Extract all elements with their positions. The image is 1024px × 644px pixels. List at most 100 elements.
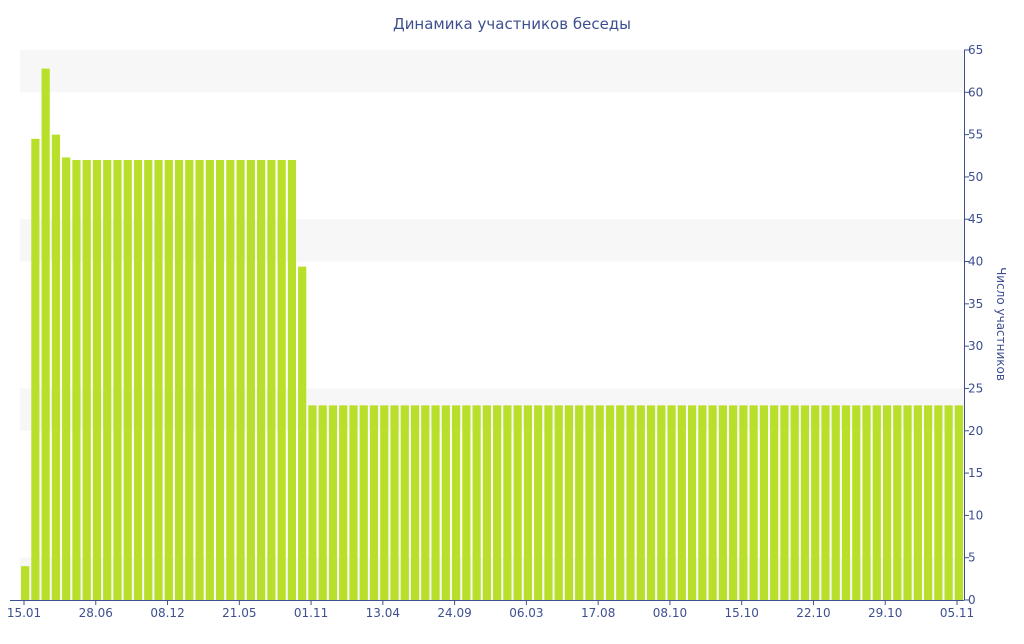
bar [82,160,91,600]
bar [564,405,574,600]
bar [605,405,615,600]
bar [226,160,235,600]
x-tick-label: 15.10 [725,606,759,620]
bar [636,405,645,600]
bar [780,405,789,600]
bar [21,566,30,600]
bar [646,405,656,600]
bar [749,405,758,600]
bar [31,138,40,600]
bar [359,405,368,600]
x-tick-label: 08.12 [150,606,184,620]
bar [215,160,225,600]
bar [503,405,512,600]
bar [944,405,953,600]
y-axis-title: Число участников [994,267,1008,381]
bar [133,160,143,600]
x-tick-label: 29.10 [868,606,902,620]
bar [811,405,820,600]
bar [677,405,686,600]
bar [62,157,71,600]
y-tick-label: 65 [968,43,983,57]
y-tick-label: 25 [968,381,983,395]
bar [554,405,563,600]
bar [72,160,81,600]
x-tick-label: 21.05 [222,606,256,620]
bar [164,160,173,600]
bar [821,405,830,600]
bar [123,160,132,600]
bar [328,405,338,600]
y-tick-label: 0 [968,593,976,607]
x-axis: 15.01 28.06 08.12 21.05 01.11 13.04 24.09 06.03… [7,600,974,620]
bar [862,405,871,600]
bar [739,405,748,600]
bars-group [21,68,963,601]
bar [770,405,779,600]
bar [616,405,625,600]
bar [903,405,912,600]
bar [687,405,697,600]
x-tick-label: 06.03 [509,606,543,620]
bar [595,405,604,600]
y-tick-label: 55 [968,128,983,142]
bar [113,160,122,600]
x-tick-label: 05.11 [940,606,974,620]
bar [544,405,553,600]
bar [493,405,502,600]
bar [513,405,522,600]
bar [441,405,450,600]
bar [790,405,799,600]
bar [800,405,810,600]
y-tick-label: 45 [968,212,983,226]
bar [841,405,851,600]
bar [451,405,461,600]
y-tick-label: 30 [968,339,983,353]
bar [462,405,471,600]
bar [472,405,481,600]
bar [718,405,727,600]
bar [585,405,594,600]
chart-title: Динамика участников беседы [393,15,631,33]
bar [923,405,933,600]
x-tick-label: 13.04 [366,606,400,620]
bar [174,160,184,600]
bar [410,405,420,600]
bar [893,405,902,600]
bar [257,160,266,600]
bar [267,160,276,600]
grid-band [20,50,964,93]
bar [277,160,286,600]
bar [246,160,255,600]
y-tick-label: 35 [968,297,983,311]
bar [759,405,769,600]
x-tick-label: 08.10 [653,606,687,620]
bar [657,405,666,600]
y-tick-label: 5 [968,551,976,565]
bar [205,160,214,600]
x-tick-label: 15.01 [7,606,41,620]
bar [954,405,963,600]
bar [369,405,379,600]
y-tick-label: 40 [968,255,983,269]
bar [195,160,204,600]
bar [534,405,543,600]
x-tick-label: 01.11 [294,606,328,620]
bar [729,405,738,600]
bar [236,160,245,600]
bar [698,405,707,600]
x-tick-label: 22.10 [796,606,830,620]
bar [852,405,861,600]
bar [103,160,112,600]
bar [318,405,327,600]
y-tick-label: 15 [968,466,983,480]
y-tick-label: 50 [968,170,983,184]
bar [626,405,635,600]
bar [523,405,533,600]
y-tick-label: 60 [968,85,983,99]
bar [667,405,676,600]
bar [934,405,943,600]
y-tick-label: 20 [968,424,983,438]
